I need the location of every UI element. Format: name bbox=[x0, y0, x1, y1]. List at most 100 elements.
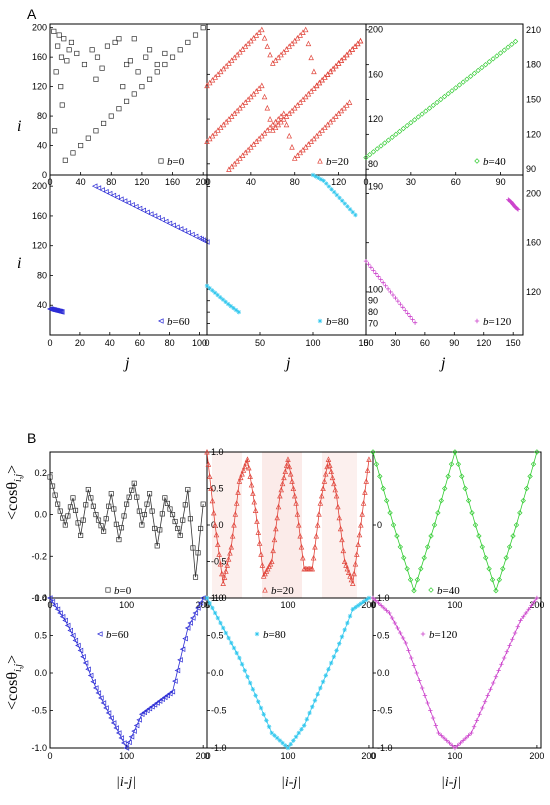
xtick-label-b-5-2: 200 bbox=[529, 751, 544, 761]
data-point-b-3-18 bbox=[92, 685, 99, 691]
data-point-a-1-s2-40 bbox=[335, 110, 342, 117]
data-point-a-2-s0-36 bbox=[497, 50, 504, 56]
data-point-b-1-63 bbox=[289, 478, 295, 484]
data-point-b-3-27 bbox=[115, 730, 122, 736]
data-point-a-2-s0-24 bbox=[453, 85, 459, 91]
ytick-label-b-5-4: 1.0 bbox=[377, 593, 390, 603]
data-point-a-1-s0-22 bbox=[264, 43, 271, 49]
xtick-label-a-5-5: 150 bbox=[506, 338, 521, 348]
legend-label-a-2: b=40 bbox=[483, 156, 506, 168]
data-point-a-4-s0-13 bbox=[345, 204, 350, 209]
data-point-b-0-50 bbox=[175, 525, 181, 532]
legend-marker-a-5 bbox=[474, 318, 480, 324]
data-point-b-1-112 bbox=[355, 541, 361, 548]
data-point-b-0-43 bbox=[157, 527, 163, 533]
data-point-a-3-s0-25 bbox=[185, 229, 191, 236]
data-point-a-5-s0-11 bbox=[390, 292, 396, 298]
data-point-b-4-2 bbox=[210, 605, 215, 611]
data-point-b-1-109 bbox=[351, 570, 357, 577]
ytick-label-a-2-3: 180 bbox=[526, 60, 541, 70]
ytick-label-b-3-4: 1.0 bbox=[34, 593, 47, 603]
data-point-a-1-s2-6 bbox=[242, 149, 249, 156]
data-point-b-3-57 bbox=[192, 610, 199, 616]
data-point-a-4-s0-0 bbox=[310, 172, 316, 178]
data-point-b-4-5 bbox=[218, 620, 223, 626]
data-point-b-0-54 bbox=[185, 486, 191, 493]
xtick-label-b-4-0: 0 bbox=[204, 751, 209, 761]
xtick-label-b-4-1: 100 bbox=[280, 751, 295, 761]
legend-label-b-0: b=0 bbox=[114, 585, 132, 597]
xtick-label-a-5-1: 30 bbox=[390, 338, 400, 348]
xtick-label-a-3-1: 20 bbox=[75, 338, 85, 348]
data-point-a-4-s1-9 bbox=[228, 303, 234, 309]
data-point-b-5-51 bbox=[510, 637, 515, 642]
legend-val-b-5: =120 bbox=[435, 629, 458, 641]
data-point-a-1-s2-44 bbox=[346, 99, 353, 105]
data-point-b-0-55 bbox=[187, 516, 193, 522]
data-point-b-0-3 bbox=[55, 501, 61, 507]
data-point-a-0-s0-20 bbox=[58, 54, 65, 60]
data-point-a-4-s1-7 bbox=[223, 299, 228, 305]
data-point-b-2-20 bbox=[438, 497, 444, 504]
data-point-b-0-48 bbox=[169, 512, 176, 518]
data-point-b-5-12 bbox=[403, 640, 408, 646]
data-point-b-3-0 bbox=[47, 595, 53, 601]
data-point-b-0-14 bbox=[83, 502, 89, 508]
data-point-a-1-s0-21 bbox=[261, 34, 268, 41]
legend-marker-b-4 bbox=[254, 631, 260, 637]
data-point-b-1-93 bbox=[329, 474, 336, 481]
data-point-b-3-56 bbox=[189, 615, 196, 621]
data-point-b-3-40 bbox=[149, 703, 155, 710]
data-point-b-1-37 bbox=[254, 518, 260, 524]
data-point-a-1-s0-7 bbox=[223, 62, 229, 69]
xtick-label-bmid-0-2: 200 bbox=[196, 600, 211, 610]
data-point-a-1-s0-3 bbox=[212, 74, 218, 80]
data-point-a-0-s0-22 bbox=[68, 39, 74, 45]
legend-marker-b-5 bbox=[420, 631, 426, 637]
data-point-b-3-24 bbox=[108, 715, 114, 721]
data-point-a-4-s1-12 bbox=[236, 309, 241, 315]
data-point-a-1-s0-17 bbox=[250, 34, 257, 41]
data-point-a-1-s0-19 bbox=[256, 29, 262, 35]
data-point-a-1-s1-47 bbox=[333, 62, 339, 69]
data-point-a-1-s1-21 bbox=[261, 93, 268, 100]
data-point-a-0-s0-17 bbox=[192, 32, 199, 38]
data-point-a-1-s1-38 bbox=[308, 88, 314, 94]
series-line-b-3 bbox=[49, 597, 204, 749]
data-point-a-3-s0-0 bbox=[91, 183, 98, 189]
legend-var-b-4: b bbox=[263, 629, 269, 641]
data-point-a-1-s2-22 bbox=[286, 132, 293, 139]
xtick-label-a-0-1: 40 bbox=[76, 177, 86, 187]
data-point-a-3-s0-10 bbox=[129, 202, 135, 208]
data-point-b-2-42 bbox=[513, 522, 520, 528]
data-point-b-4-32 bbox=[291, 738, 296, 743]
data-point-b-3-25 bbox=[110, 720, 117, 726]
data-point-a-0-s0-19 bbox=[55, 43, 61, 49]
data-point-b-5-58 bbox=[529, 603, 534, 608]
data-point-b-3-14 bbox=[82, 660, 89, 666]
data-point-b-3-41 bbox=[151, 702, 158, 708]
data-point-b-2-21 bbox=[442, 485, 448, 492]
data-point-a-5-s0-13 bbox=[395, 298, 401, 304]
data-point-b-3-1 bbox=[49, 598, 56, 605]
legend-var-b-2: b bbox=[437, 585, 443, 597]
data-point-b-5-52 bbox=[512, 630, 518, 636]
data-point-a-1-s1-8 bbox=[226, 116, 232, 122]
panel-label-b: B bbox=[27, 430, 37, 446]
data-point-b-5-6 bbox=[387, 610, 392, 616]
ytick-label-a-3-4: 200 bbox=[32, 181, 47, 191]
data-point-b-1-33 bbox=[248, 481, 255, 488]
legend-label-a-5: b=120 bbox=[483, 316, 512, 328]
data-point-b-0-19 bbox=[95, 517, 102, 523]
data-point-a-1-s0-36 bbox=[302, 26, 309, 33]
data-point-a-4-s1-4 bbox=[215, 292, 220, 298]
data-point-a-1-s0-28 bbox=[280, 48, 287, 55]
data-point-a-2-s0-34 bbox=[490, 56, 496, 62]
data-point-b-4-12 bbox=[237, 655, 242, 661]
data-point-b-4-47 bbox=[331, 654, 337, 659]
data-point-b-4-4 bbox=[215, 615, 220, 621]
data-point-b-5-23 bbox=[433, 723, 439, 728]
xlabel-j-3: j bbox=[441, 355, 446, 372]
xtick-label-a-3-2: 40 bbox=[105, 338, 115, 348]
axes-frame-b-2 bbox=[372, 451, 542, 599]
